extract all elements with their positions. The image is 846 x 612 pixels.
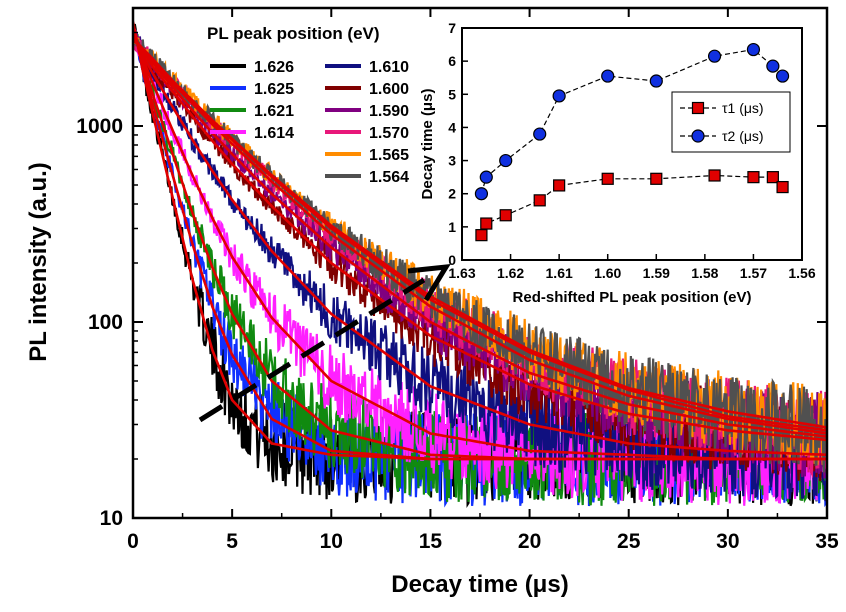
inset-x-tick-label: 1.63 xyxy=(448,265,475,281)
tau1-point xyxy=(708,169,721,182)
legend-label: 1.570 xyxy=(369,125,409,142)
fit-curve-1_590 xyxy=(133,36,827,438)
y-tick-label: 1000 xyxy=(76,115,123,138)
fit-curve-1_600 xyxy=(133,34,827,442)
legend-label: 1.564 xyxy=(369,169,409,186)
inset-x-tick-label: 1.60 xyxy=(594,265,621,281)
x-tick-label: 25 xyxy=(617,530,641,553)
legend-label: 1.610 xyxy=(369,59,409,76)
y-tick-label: 10 xyxy=(100,507,123,530)
inset-x-tick-label: 1.58 xyxy=(691,265,718,281)
tau1-point xyxy=(650,172,663,185)
red-shift-arrow xyxy=(198,263,451,423)
inset-x-tick-label: 1.56 xyxy=(788,265,815,281)
tau1-point xyxy=(553,179,566,192)
inset-x-tick-label: 1.61 xyxy=(546,265,573,281)
decay-curve-1_600 xyxy=(133,33,827,482)
fit-curve-1_564 xyxy=(133,38,827,432)
tau2-point xyxy=(552,89,566,103)
tau2-point xyxy=(601,69,615,83)
x-tick-label: 35 xyxy=(815,530,839,553)
legend-label: 1.600 xyxy=(369,81,409,98)
tau2-point xyxy=(707,49,722,63)
x-tick-label: 0 xyxy=(127,530,139,553)
tau1-point xyxy=(533,194,546,207)
main-x-axis-title: Decay time (μs) xyxy=(391,571,568,598)
inset-legend-box xyxy=(671,91,791,153)
tau2-point xyxy=(746,42,761,57)
inset-y-tick-label: 6 xyxy=(448,53,456,69)
legend-label: 1.621 xyxy=(254,103,294,120)
inset-legend-label: τ2 (μs) xyxy=(722,128,764,144)
inset-x-tick-label: 1.62 xyxy=(497,265,524,281)
inset-y-tick-label: 0 xyxy=(448,252,456,268)
inset-y-tick-label: 3 xyxy=(448,153,456,169)
inset-legend: τ1 (μs) τ2 (μs) xyxy=(671,91,791,153)
tau2-point xyxy=(474,187,489,201)
inset-y-tick-label: 1 xyxy=(448,219,456,235)
inset-y-tick-label: 5 xyxy=(448,86,456,102)
fit-curve-1_614 xyxy=(133,29,827,461)
tau2-point xyxy=(533,127,547,141)
tau2-point xyxy=(766,59,780,73)
legend-label: 1.625 xyxy=(254,81,294,98)
inset-x-axis-title: Red-shifted PL peak position (eV) xyxy=(513,289,752,306)
legend-label: 1.626 xyxy=(254,59,294,76)
inset-y-axis-title: Decay time (μs) xyxy=(419,89,436,200)
tau2-point xyxy=(479,170,493,184)
inset-plot-frame xyxy=(461,27,803,261)
x-tick-label: 5 xyxy=(226,530,238,553)
main-fit-lines xyxy=(133,21,827,461)
inset-series xyxy=(474,42,790,242)
inset-legend-label: τ1 (μs) xyxy=(722,100,764,116)
tau2-point xyxy=(499,153,513,168)
y-tick-label: 100 xyxy=(88,311,123,334)
inset-axes: 1.63 1.62 1.61 1.60 1.59 1.58 1.57 1.56 0 1 2 3 4 5 6 7 xyxy=(448,20,816,281)
main-x-axis: 0 5 10 15 20 25 30 35 xyxy=(127,8,839,553)
tau2-point xyxy=(775,69,790,83)
tau1-point xyxy=(499,209,512,222)
fit-curve-1_570 xyxy=(133,37,827,435)
inset-x-tick-label: 1.59 xyxy=(643,265,670,281)
x-tick-label: 20 xyxy=(518,530,541,553)
tau1-point xyxy=(475,229,488,242)
inset-y-tick-label: 4 xyxy=(448,119,456,135)
inset-chart: 1.63 1.62 1.61 1.60 1.59 1.58 1.57 1.56 0 1 2 3 4 5 6 7… xyxy=(419,20,816,306)
tau1-point xyxy=(747,171,760,184)
tau1-point xyxy=(776,180,789,194)
inset-y-tick-label: 2 xyxy=(448,186,456,202)
main-legend: PL peak position (eV) 1.626 1.625 1.621 1.6… xyxy=(207,24,409,186)
inset-legend-marker xyxy=(691,129,705,143)
legend-label: 1.614 xyxy=(254,125,294,142)
x-tick-label: 10 xyxy=(320,530,343,553)
tau1-point xyxy=(601,172,614,185)
fit-curve-1_610 xyxy=(133,31,827,457)
x-tick-label: 15 xyxy=(419,530,443,553)
inset-y-tick-label: 7 xyxy=(448,20,456,36)
main-curves xyxy=(133,23,827,508)
tau2-point xyxy=(649,74,663,88)
tau1-point xyxy=(766,171,779,184)
inset-connector-2 xyxy=(480,48,784,194)
main-y-axis-title: PL intensity (a.u.) xyxy=(25,162,52,362)
inset-x-tick-label: 1.57 xyxy=(740,265,767,281)
inset-legend-marker xyxy=(691,101,705,115)
legend-label: 1.565 xyxy=(369,147,409,164)
tau1-point xyxy=(480,217,493,230)
legend-label: 1.590 xyxy=(369,103,409,120)
x-tick-label: 30 xyxy=(716,530,739,553)
legend-title: PL peak position (eV) xyxy=(207,24,380,43)
